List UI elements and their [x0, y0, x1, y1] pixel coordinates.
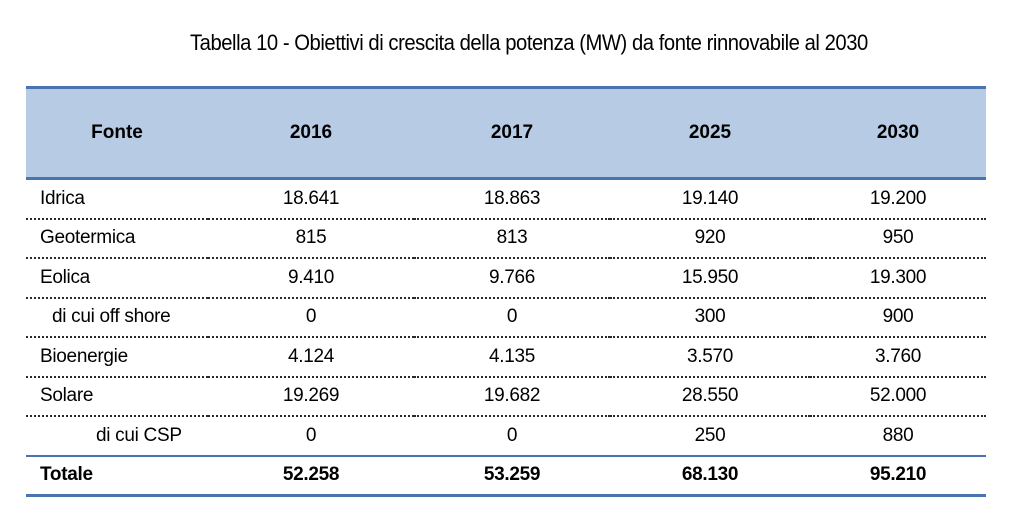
cell-value: 950 — [810, 218, 986, 259]
cell-value: 95.210 — [810, 454, 986, 497]
table-row: Solare 19.269 19.682 28.550 52.000 — [26, 376, 986, 417]
header-2025: 2025 — [610, 86, 810, 180]
table-row: Idrica 18.641 18.863 19.140 19.200 — [26, 178, 986, 220]
row-label: Geotermica — [26, 218, 208, 259]
cell-value: 920 — [610, 218, 810, 259]
cell-value: 300 — [610, 297, 810, 338]
row-label-total: Totale — [26, 454, 208, 497]
cell-value: 18.863 — [414, 178, 610, 220]
row-label: di cui CSP — [26, 416, 208, 457]
cell-value: 19.300 — [810, 258, 986, 299]
header-fonte: Fonte — [26, 86, 208, 180]
cell-value: 52.258 — [208, 454, 414, 497]
cell-value: 813 — [414, 218, 610, 259]
cell-value: 9.766 — [414, 258, 610, 299]
table-row: Geotermica 815 813 920 950 — [26, 218, 986, 259]
renewables-table: Fonte 2016 2017 2025 2030 Idrica 18.641 … — [26, 86, 986, 497]
cell-value: 0 — [208, 297, 414, 338]
row-label: Solare — [26, 376, 208, 417]
cell-value: 0 — [208, 416, 414, 457]
total-row: Totale 52.258 53.259 68.130 95.210 — [26, 454, 986, 497]
row-label: Bioenergie — [26, 337, 208, 378]
header-2030: 2030 — [810, 86, 986, 180]
cell-value: 53.259 — [414, 454, 610, 497]
header-2016: 2016 — [208, 86, 414, 180]
cell-value: 18.641 — [208, 178, 414, 220]
cell-value: 0 — [414, 416, 610, 457]
cell-value: 900 — [810, 297, 986, 338]
table-row: di cui off shore 0 0 300 900 — [26, 297, 986, 338]
header-2017: 2017 — [414, 86, 610, 180]
renewables-table-container: Fonte 2016 2017 2025 2030 Idrica 18.641 … — [26, 86, 986, 497]
cell-value: 4.124 — [208, 337, 414, 378]
cell-value: 250 — [610, 416, 810, 457]
cell-value: 19.269 — [208, 376, 414, 417]
cell-value: 9.410 — [208, 258, 414, 299]
cell-value: 19.200 — [810, 178, 986, 220]
cell-value: 3.760 — [810, 337, 986, 378]
table-row: Eolica 9.410 9.766 15.950 19.300 — [26, 258, 986, 299]
cell-value: 19.682 — [414, 376, 610, 417]
table-row: di cui CSP 0 0 250 880 — [26, 416, 986, 457]
row-label: Eolica — [26, 258, 208, 299]
cell-value: 28.550 — [610, 376, 810, 417]
cell-value: 4.135 — [414, 337, 610, 378]
cell-value: 52.000 — [810, 376, 986, 417]
cell-value: 880 — [810, 416, 986, 457]
table-title: Tabella 10 - Obiettivi di crescita della… — [189, 30, 868, 55]
row-label: Idrica — [26, 178, 208, 220]
cell-value: 815 — [208, 218, 414, 259]
cell-value: 19.140 — [610, 178, 810, 220]
header-row: Fonte 2016 2017 2025 2030 — [26, 86, 986, 180]
cell-value: 68.130 — [610, 454, 810, 497]
cell-value: 3.570 — [610, 337, 810, 378]
row-label: di cui off shore — [26, 297, 208, 338]
table-row: Bioenergie 4.124 4.135 3.570 3.760 — [26, 337, 986, 378]
cell-value: 15.950 — [610, 258, 810, 299]
cell-value: 0 — [414, 297, 610, 338]
